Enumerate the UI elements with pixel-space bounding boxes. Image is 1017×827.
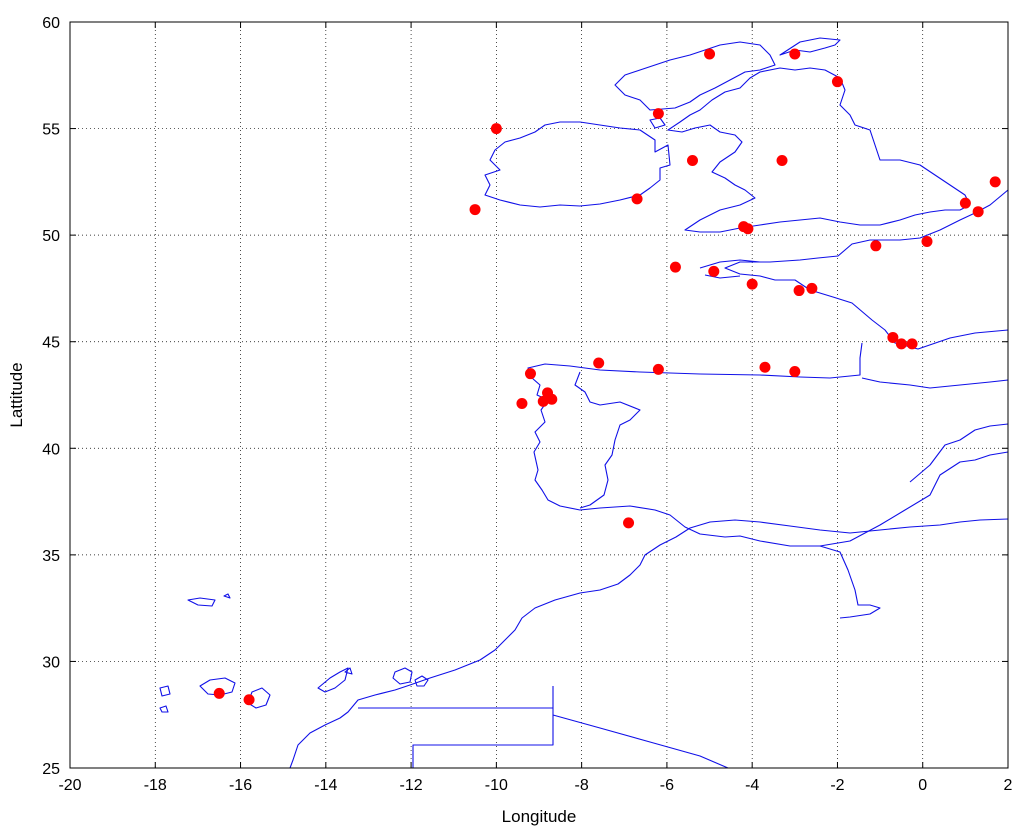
data-point [593, 357, 605, 369]
x-tick-label: -14 [314, 777, 337, 794]
data-point [652, 363, 664, 375]
data-point [516, 398, 528, 410]
coastline-brittany [699, 259, 761, 279]
data-point [895, 338, 907, 350]
data-point [831, 76, 843, 88]
data-point [708, 265, 720, 277]
data-point [989, 176, 1001, 188]
x-tick-label: -6 [660, 777, 674, 794]
y-axis-label: Lattitude [7, 362, 26, 427]
x-axis-ticks: -20 -18 -16 -14 -12 -10 -8 -6 -4 -2 0 2 [58, 22, 1013, 794]
data-point [213, 687, 225, 699]
border-lines [574, 371, 1009, 509]
y-tick-label: 50 [42, 228, 60, 245]
data-point [537, 395, 549, 407]
y-tick-label: 60 [42, 15, 60, 32]
data-point [652, 108, 664, 120]
x-tick-label: -16 [229, 777, 252, 794]
coastline-north-africa [289, 518, 1009, 769]
data-point [921, 236, 933, 248]
x-tick-label: -10 [485, 777, 508, 794]
canary-islands [159, 593, 429, 713]
coastline-iberia-france [527, 189, 1009, 547]
data-point [243, 694, 255, 706]
data-point [742, 223, 754, 235]
y-tick-label: 45 [42, 335, 60, 352]
plot-frame [69, 21, 1009, 769]
sahara-borders [358, 686, 729, 769]
x-axis-label: Longitude [502, 807, 577, 826]
data-point [490, 123, 502, 135]
x-tick-label: -4 [745, 777, 759, 794]
y-tick-label: 55 [42, 122, 60, 139]
site-markers [213, 48, 1001, 706]
y-axis-ticks: 25 30 35 40 45 50 55 60 [42, 15, 1008, 778]
x-tick-label: -18 [144, 777, 167, 794]
data-point [759, 361, 771, 373]
y-tick-label: 40 [42, 441, 60, 458]
y-tick-label: 35 [42, 548, 60, 565]
data-point [546, 393, 558, 405]
x-tick-label: -20 [58, 777, 81, 794]
x-tick-label: 0 [918, 777, 927, 794]
data-point [686, 155, 698, 167]
data-point [972, 206, 984, 218]
data-point [789, 366, 801, 378]
data-point [669, 261, 681, 273]
y-tick-label: 30 [42, 654, 60, 671]
data-point [746, 278, 758, 290]
y-tick-label: 25 [42, 761, 60, 778]
x-tick-label: -12 [400, 777, 423, 794]
x-tick-label: -2 [830, 777, 844, 794]
data-point [806, 282, 818, 294]
data-point [623, 517, 635, 529]
coastline-map [159, 37, 1009, 769]
data-point [469, 204, 481, 216]
data-point [887, 331, 899, 343]
grid-lines [70, 22, 1008, 768]
data-point [631, 193, 643, 205]
coastline-british-isles [484, 37, 971, 233]
data-point [793, 285, 805, 297]
x-tick-label: -8 [575, 777, 589, 794]
data-point [906, 338, 918, 350]
x-tick-label: 2 [1004, 777, 1013, 794]
data-point [704, 48, 716, 60]
data-point [524, 368, 536, 380]
data-point [789, 48, 801, 60]
data-point [776, 155, 788, 167]
data-point [959, 197, 971, 209]
data-point [870, 240, 882, 252]
